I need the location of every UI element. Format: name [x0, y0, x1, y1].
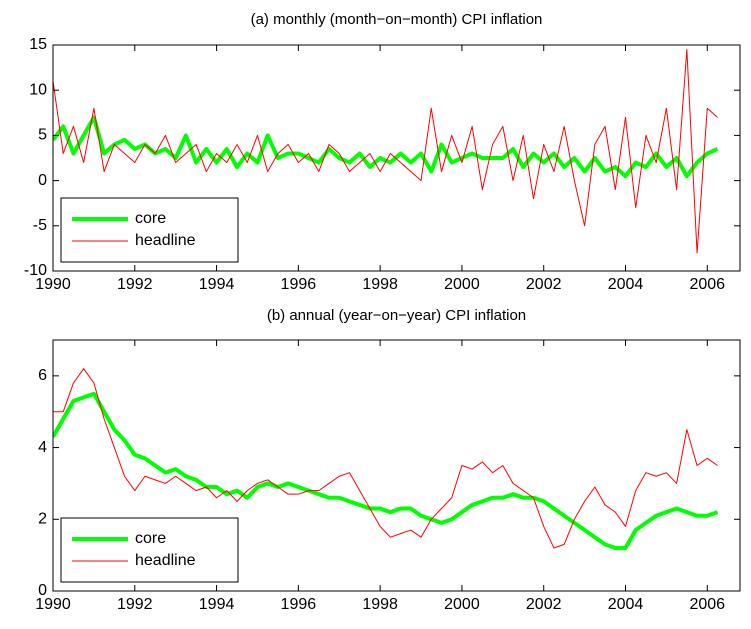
plot-area — [53, 368, 719, 550]
axes-frame — [52, 44, 741, 272]
legend-label: headline — [135, 552, 196, 569]
x-tick-label: 1992 — [117, 596, 153, 613]
y-tick-label: 15 — [29, 36, 47, 53]
y-tick-label: 2 — [38, 511, 47, 528]
x-tick-label: 2006 — [689, 596, 725, 613]
x-tick-label: 1996 — [281, 276, 317, 293]
x-tick-label: 1996 — [281, 596, 317, 613]
x-tick-label: 1994 — [199, 596, 235, 613]
x-tick-label: 1998 — [362, 276, 398, 293]
y-tick-label: 6 — [38, 367, 47, 384]
x-tick-label: 2006 — [689, 276, 725, 293]
y-tick-label: -10 — [24, 262, 47, 279]
axes-frame — [52, 339, 741, 592]
x-tick-label: 2000 — [444, 596, 480, 613]
series-line — [53, 391, 719, 550]
legend-box — [60, 517, 239, 583]
legend-box — [60, 197, 239, 263]
y-tick-label: 0 — [38, 582, 47, 599]
legend-label: core — [135, 210, 166, 227]
x-tick-label: 2004 — [608, 596, 644, 613]
chart-title: (a) monthly (month−on−month) CPI inflati… — [251, 11, 543, 28]
series-line — [53, 368, 718, 549]
legend-label: core — [135, 530, 166, 547]
x-tick-label: 2004 — [608, 276, 644, 293]
x-tick-label: 1990 — [35, 276, 71, 293]
x-tick-label: 1998 — [362, 596, 398, 613]
series-line — [53, 49, 718, 254]
x-tick-label: 1992 — [117, 276, 153, 293]
x-tick-label: 2000 — [444, 276, 480, 293]
series-line — [53, 115, 719, 179]
chart-title: (b) annual (year−on−year) CPI inflation — [267, 307, 526, 324]
y-tick-label: 4 — [38, 439, 47, 456]
y-tick-label: 5 — [38, 127, 47, 144]
x-tick-label: 1994 — [199, 276, 235, 293]
y-tick-label: -5 — [33, 217, 47, 234]
x-tick-label: 2002 — [526, 596, 562, 613]
y-tick-label: 0 — [38, 172, 47, 189]
x-tick-label: 2002 — [526, 276, 562, 293]
legend-label: headline — [135, 232, 196, 249]
plot-area — [53, 49, 719, 254]
y-tick-label: 10 — [29, 81, 47, 98]
x-tick-label: 1990 — [35, 596, 71, 613]
